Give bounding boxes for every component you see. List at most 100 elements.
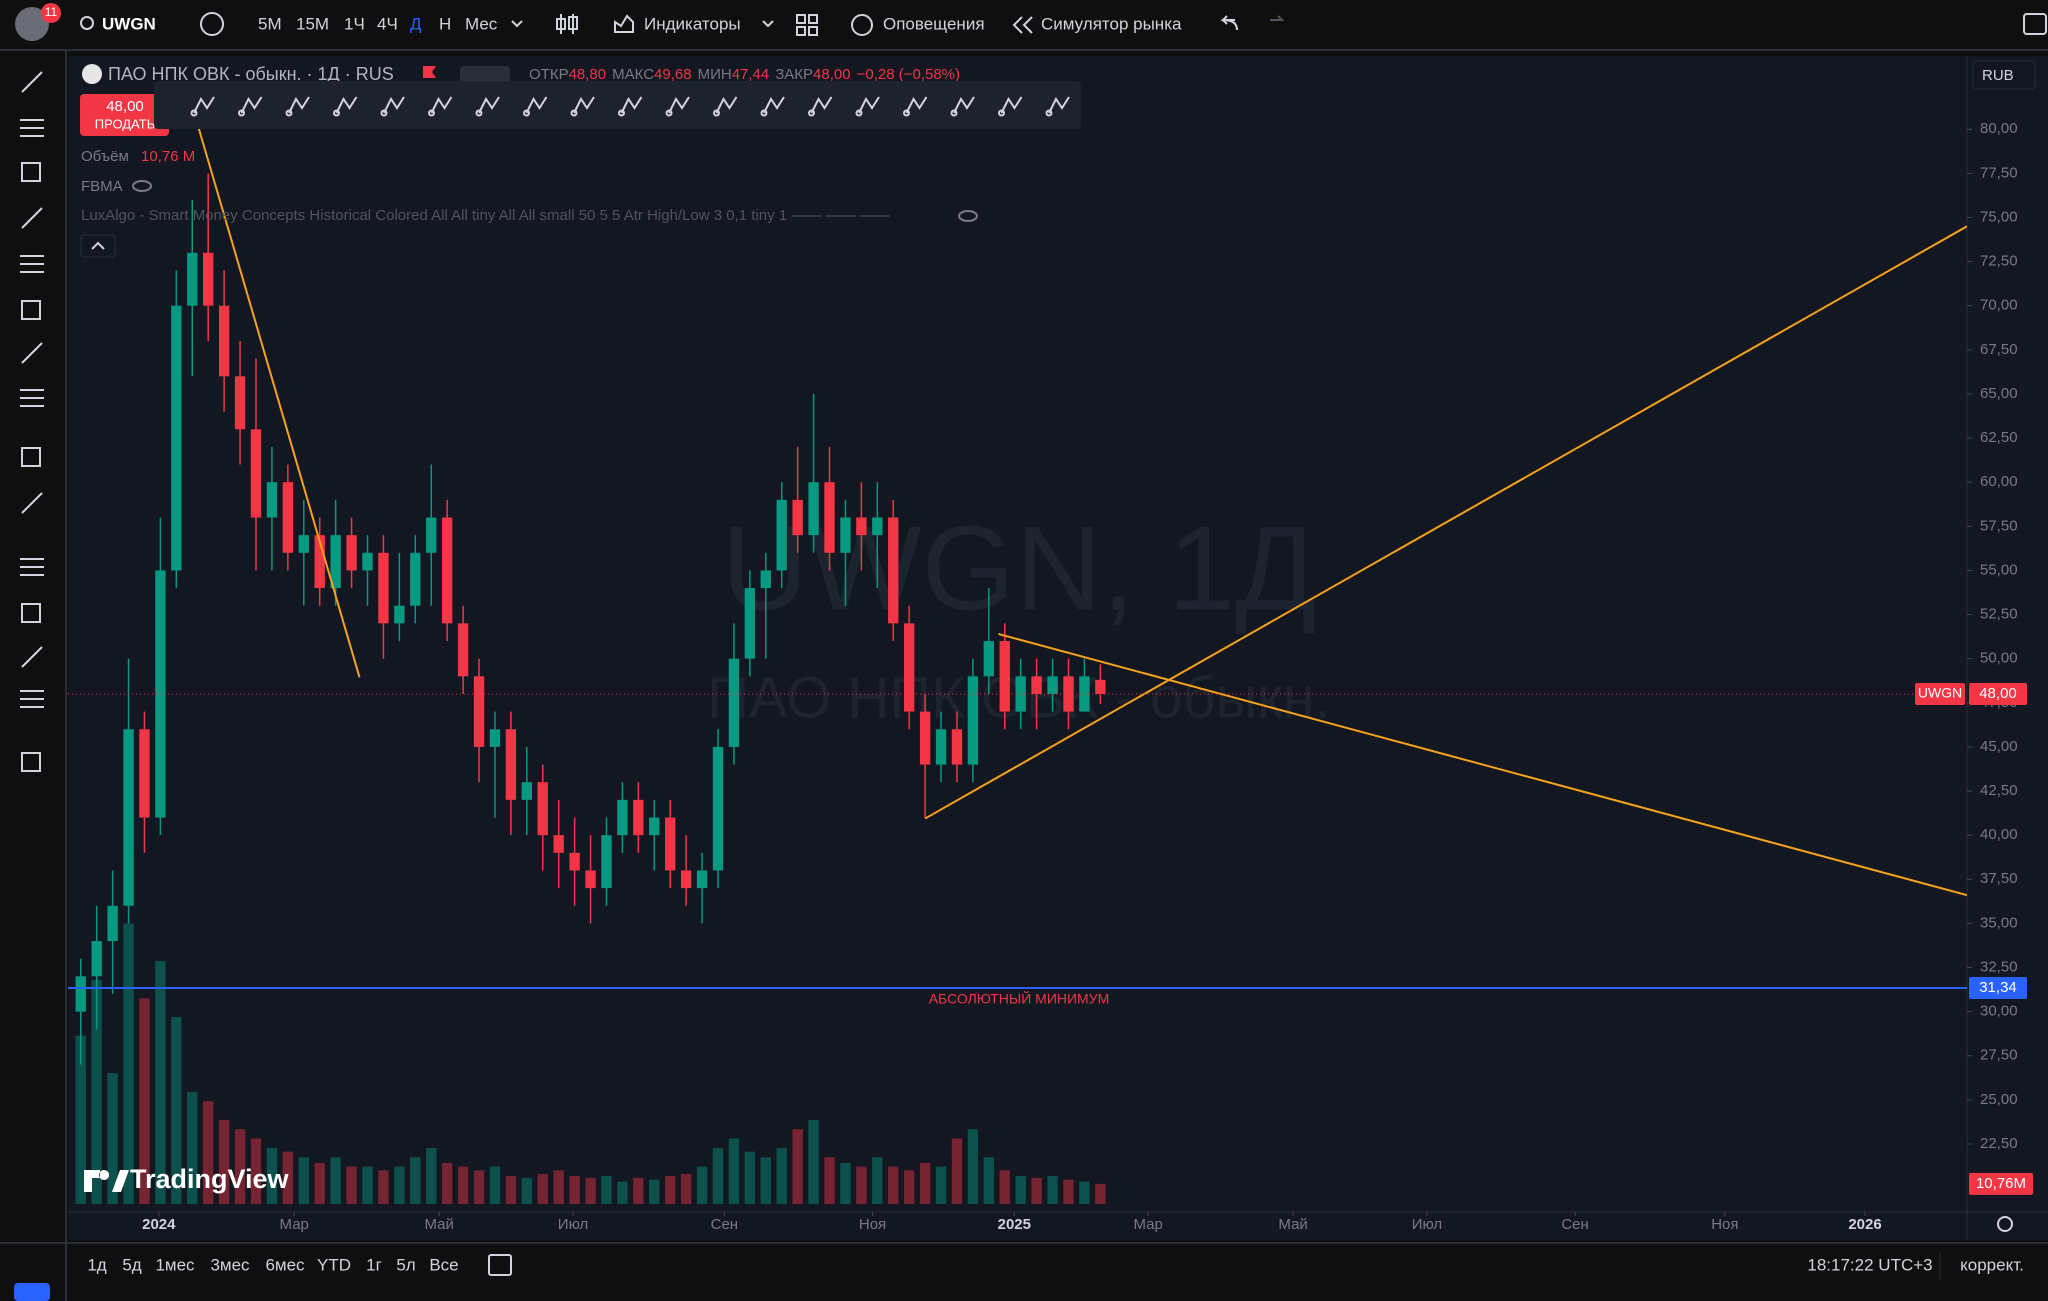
range[interactable]: 3мес [210,1255,250,1274]
avatar[interactable] [15,7,49,41]
range[interactable]: YTD [317,1255,351,1274]
tool[interactable] [21,447,41,467]
redo[interactable] [1270,15,1285,21]
goto-date[interactable] [488,1254,512,1276]
tool[interactable] [21,207,43,229]
drawing-tool-node[interactable] [950,109,958,117]
drawing-tool-node[interactable] [1045,109,1053,117]
drawing-tool-node[interactable] [333,109,340,117]
range[interactable]: 5д [122,1255,141,1274]
drawing-tool[interactable] [383,96,405,114]
drawing-tool[interactable] [288,96,310,114]
sell-price[interactable]: 48,00 [106,98,144,115]
drawing-tool[interactable] [810,96,833,114]
trend-line[interactable] [924,225,1967,820]
drawing-tool-node[interactable] [760,109,768,117]
drawing-tool[interactable] [905,96,928,114]
tool[interactable] [20,389,44,407]
toggle[interactable] [460,66,510,84]
search-icon[interactable] [80,16,94,30]
drawing-tool[interactable] [668,96,690,114]
drawing-tool[interactable] [240,96,263,114]
drawing-tool-node[interactable] [285,109,293,117]
drawing-tool-node[interactable] [665,109,673,117]
drawing-tool-node[interactable] [808,109,815,117]
chart-type[interactable] [556,14,578,34]
interval[interactable]: 5М [258,14,282,33]
drawing-tool-node[interactable] [618,109,625,117]
add-symbol[interactable] [200,12,224,36]
range[interactable]: 6мес [265,1255,305,1274]
collapse-icon[interactable] [91,241,105,250]
currency[interactable]: RUB [1982,67,2014,84]
clock[interactable]: 18:17:22 UTC+3 [1807,1255,1932,1274]
drawing-tool-node[interactable] [380,109,388,117]
alert-icon[interactable] [851,14,873,36]
drawing-tool[interactable] [1048,96,1070,114]
tool[interactable] [20,690,44,708]
sell-button[interactable] [80,94,169,136]
dropdown[interactable] [762,20,774,28]
drawing-tool[interactable] [478,96,500,114]
drawing-tool[interactable] [335,96,358,114]
adjust[interactable]: коррект. [1960,1255,2024,1274]
tool[interactable] [21,603,41,623]
tool[interactable] [21,300,41,320]
tool[interactable] [20,119,44,137]
drawing-tool[interactable] [430,96,453,114]
settings[interactable] [1997,1216,2013,1232]
range[interactable]: 5л [396,1255,415,1274]
replay[interactable]: Симулятор рынка [1041,14,1182,33]
replay-icon[interactable] [1012,16,1033,34]
range[interactable]: 1д [87,1255,106,1274]
trend-line[interactable] [998,633,1967,897]
sell-label[interactable]: ПРОДАТЬ [95,116,156,131]
drawing-tool[interactable] [1000,96,1023,114]
drawing-tool[interactable] [763,96,785,114]
hidden-icon[interactable] [958,210,978,222]
drawing-tool[interactable] [525,96,548,114]
tool[interactable] [21,646,43,668]
drawing-tool-node[interactable] [570,109,578,117]
range[interactable]: Все [429,1255,458,1274]
drawing-tool-node[interactable] [190,109,198,117]
tool[interactable] [21,162,41,182]
interval[interactable]: Мес [465,14,498,33]
indicators-icon[interactable] [614,14,634,33]
layouts[interactable] [796,14,818,36]
drawing-tool-node[interactable] [903,109,910,117]
drawing-tool[interactable] [193,96,215,114]
alerts[interactable]: Оповещения [883,14,985,33]
panel-toggle[interactable] [2023,13,2047,35]
drawing-tool-node[interactable] [475,109,483,117]
currency-box[interactable] [1972,60,2036,90]
dropdown[interactable] [511,20,523,28]
range[interactable]: 1мес [155,1255,195,1274]
drawing-tool[interactable] [573,96,595,114]
drawing-tool-node[interactable] [855,109,863,117]
symbol[interactable]: UWGN [102,14,156,33]
interval[interactable]: Н [439,14,451,33]
drawing-tool[interactable] [620,96,643,114]
drawing-tool-node[interactable] [238,109,245,117]
drawing-tool[interactable] [858,96,880,114]
tool[interactable] [21,71,43,93]
collapse[interactable] [80,234,116,258]
drawing-tool-node[interactable] [998,109,1005,117]
tool[interactable] [21,492,43,514]
tool[interactable] [20,558,44,576]
interval[interactable]: 15М [296,14,329,33]
trend-line[interactable] [197,127,361,678]
indicators[interactable]: Индикаторы [644,14,741,33]
flag[interactable] [423,66,436,78]
drawing-tool-node[interactable] [428,109,435,117]
drawing-tool-node[interactable] [713,109,720,117]
drawing-tool-node[interactable] [523,109,530,117]
drawing-tool[interactable] [953,96,975,114]
tool[interactable] [21,752,41,772]
interval[interactable]: 1Ч [344,14,365,33]
interval-active[interactable]: Д [410,14,422,33]
tool[interactable] [20,255,44,273]
interval[interactable]: 4Ч [377,14,398,33]
hidden-icon[interactable] [132,180,152,192]
